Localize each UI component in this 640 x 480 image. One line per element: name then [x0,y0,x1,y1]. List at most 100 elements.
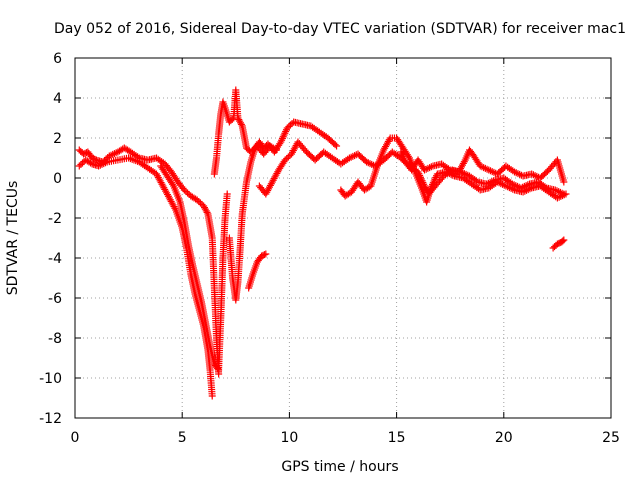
y-tick-label: 0 [53,171,62,187]
data-point [483,165,491,173]
data-point [286,121,294,129]
data-point [109,150,117,158]
data-point [260,251,268,259]
data-point [488,168,496,176]
data-point [203,208,211,216]
data-point [512,169,520,177]
data-point [208,392,216,400]
data-point [504,183,512,191]
data-point [364,159,372,167]
data-point [560,236,568,244]
data-point [460,158,468,166]
data-point [363,158,371,166]
x-axis-label: GPS time / hours [281,459,398,475]
data-point [507,184,515,192]
data-point [505,184,513,192]
data-point [262,250,270,258]
data-point [557,192,565,200]
data-point [497,180,505,188]
series-pass-D [210,86,281,178]
data-point [201,205,209,213]
data-point [495,179,503,187]
chart-title: Day 052 of 2016, Sidereal Day-to-day VTE… [54,21,626,37]
data-point [553,194,561,202]
data-point [493,178,501,186]
data-point [100,160,108,168]
data-point [487,167,495,175]
series-pass-C [157,162,231,374]
axis-tick-labels: 0 5 10 15 20 25 -12 -10 -8 -6 -4 -2 0 2 4 6 [39,51,620,446]
data-point [182,188,190,195]
data-point [366,160,374,168]
data-point [171,204,179,212]
data-point [519,188,527,196]
data-point [331,141,339,149]
data-point [79,159,87,167]
series-pass-A [75,144,223,378]
data-point [284,153,292,161]
data-point [553,187,561,195]
data-point [333,142,341,150]
data-point [345,154,353,162]
y-tick-label: -12 [39,411,62,427]
y-tick-label: -2 [48,211,62,227]
y-tick-label: -10 [39,371,62,387]
data-point [228,115,236,123]
data-point [234,114,242,122]
y-axis-label: SDTVAR / TECUs [5,181,21,296]
data-point [499,180,507,188]
data-point [169,180,177,188]
series-pass-I [397,146,568,186]
plot-frame [74,57,612,419]
data-point [485,166,493,174]
data-point [200,202,208,210]
y-tick-label: 4 [53,91,62,107]
data-point [523,186,531,194]
data-point [444,165,452,173]
data-point [77,161,85,168]
data-point [447,170,455,178]
data-point [526,185,534,193]
data-point [98,160,106,168]
data-point [101,159,109,167]
data-point [476,162,484,170]
axis-ticks [74,57,612,419]
data-point [196,199,204,207]
data-point [180,186,188,194]
data-point [385,136,393,144]
series-pass-E [225,118,341,304]
data-point [288,120,296,127]
data-point [427,163,435,171]
data-point [560,178,568,186]
data-point [107,151,115,159]
data-point [281,156,289,164]
data-point [559,237,567,245]
data-point [562,190,570,198]
data-point [420,166,428,174]
data-point [283,124,291,132]
data-point [449,171,457,179]
data-point [285,123,293,130]
data-point [511,168,519,176]
data-point [528,170,536,178]
data-points [75,86,570,400]
data-point [422,165,430,173]
data-point [472,177,480,185]
data-point [110,150,118,158]
series-pass-J [549,236,568,252]
x-tick-label: 15 [388,430,406,446]
data-point [514,170,522,178]
data-point [202,207,210,215]
data-point [500,181,508,189]
data-point [223,190,231,198]
data-point [524,186,532,194]
data-point [75,162,83,170]
y-tick-label: -8 [48,331,62,347]
data-point [521,187,529,195]
data-point [237,120,245,128]
y-tick-label: -4 [48,251,62,267]
data-point [283,155,291,162]
data-point [481,164,489,172]
y-tick-label: 6 [53,51,62,67]
data-point [87,159,95,167]
